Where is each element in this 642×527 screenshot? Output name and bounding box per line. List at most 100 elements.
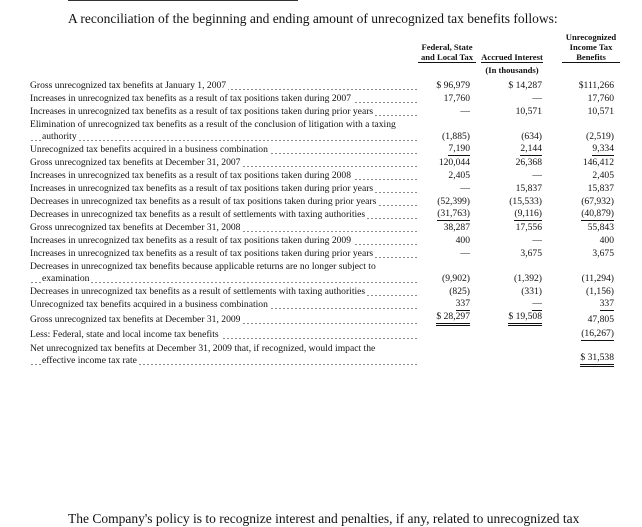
value-cell: 17,760: [548, 92, 620, 105]
cell-value: 10,571: [515, 106, 542, 117]
row-label: Decreases in unrecognized tax benefits a…: [30, 286, 368, 297]
row-label: Increases in unrecognized tax benefits a…: [30, 183, 376, 194]
value-cell: 2,405: [548, 169, 620, 182]
value-cell: —: [418, 182, 476, 195]
cell-value: $ 19,508: [508, 311, 542, 326]
value-cell: (9,902): [418, 260, 476, 285]
cell-value: —: [532, 170, 542, 181]
cell-value: (1,885): [442, 131, 470, 142]
value-cell: 120,044: [418, 156, 476, 169]
row-label-cell: Gross unrecognized tax benefits at Decem…: [30, 221, 418, 234]
cell-value: (15,533): [509, 196, 542, 207]
value-cell: 17,760: [418, 92, 476, 105]
intro-text: A reconciliation of the beginning and en…: [68, 11, 558, 26]
table-row: Increases in unrecognized tax benefits a…: [30, 182, 620, 195]
cell-value: $ 28,297: [436, 311, 470, 326]
value-cell: —: [418, 247, 476, 260]
value-cell: (67,932): [548, 195, 620, 208]
value-cell: 55,843: [548, 221, 620, 234]
table-row: Gross unrecognized tax benefits at Decem…: [30, 156, 620, 169]
value-cell: 400: [418, 234, 476, 247]
row-label: Increases in unrecognized tax benefits a…: [30, 248, 376, 259]
cell-value: (825): [449, 286, 470, 297]
cell-value: 15,837: [587, 183, 614, 194]
row-label: Unrecognized tax benefits acquired in a …: [30, 299, 270, 310]
cell-value: (331): [521, 286, 542, 297]
column-header: Unrecognized Income Tax Benefits: [562, 32, 620, 63]
value-cell: —: [476, 92, 548, 105]
cell-value: 400: [455, 235, 470, 246]
value-cell: —: [476, 169, 548, 182]
row-label-cell: Decreases in unrecognized tax benefits a…: [30, 285, 418, 298]
row-label-cell: Increases in unrecognized tax benefits a…: [30, 169, 418, 182]
cell-value: $ 31,538: [580, 352, 614, 367]
row-label-cell: Increases in unrecognized tax benefits a…: [30, 247, 418, 260]
cell-value: 3,675: [592, 248, 614, 259]
value-cell: 47,805: [548, 311, 620, 326]
value-cell: —: [476, 298, 548, 311]
value-cell: 17,556: [476, 221, 548, 234]
cell-value: 146,412: [582, 157, 614, 168]
row-label: Less: Federal, state and local income ta…: [30, 329, 221, 340]
row-label: Increases in unrecognized tax benefits a…: [30, 106, 376, 117]
value-cell: $ 19,508: [476, 311, 548, 326]
table-row: Net unrecognized tax benefits at Decembe…: [30, 341, 620, 367]
row-label-cell: Unrecognized tax benefits acquired in a …: [30, 143, 418, 156]
cell-value: —: [532, 93, 542, 104]
table-row: Increases in unrecognized tax benefits a…: [30, 247, 620, 260]
row-label: Increases in unrecognized tax benefits a…: [30, 235, 354, 246]
row-label: Gross unrecognized tax benefits at Decem…: [30, 222, 243, 233]
footer-text: The Company's policy is to recognize int…: [68, 511, 580, 526]
cell-value: 47,805: [587, 314, 614, 325]
row-label: Gross unrecognized tax benefits at Decem…: [30, 314, 243, 325]
table-row: Increases in unrecognized tax benefits a…: [30, 169, 620, 182]
value-cell: 9,334: [548, 143, 620, 156]
row-label-cell: Gross unrecognized tax benefits at Decem…: [30, 156, 418, 169]
cell-value: 26,368: [515, 157, 542, 168]
row-label-cell: Increases in unrecognized tax benefits a…: [30, 105, 418, 118]
cell-value: 15,837: [515, 183, 542, 194]
value-cell: 10,571: [548, 105, 620, 118]
row-label-cell: Gross unrecognized tax benefits at Decem…: [30, 311, 418, 326]
table-row: Gross unrecognized tax benefits at Janua…: [30, 79, 620, 92]
cell-value: $ 14,287: [508, 80, 542, 91]
table-row: Decreases in unrecognized tax benefits a…: [30, 285, 620, 298]
cell-value: 2,405: [448, 170, 470, 181]
table-row: Less: Federal, state and local income ta…: [30, 326, 620, 341]
cell-value: (634): [521, 131, 542, 142]
row-label-cell: Elimination of unrecognized tax benefits…: [30, 118, 418, 143]
row-label-cell: Decreases in unrecognized tax benefits a…: [30, 208, 418, 221]
row-label: Net unrecognized tax benefits at Decembe…: [30, 343, 376, 366]
cell-value: —: [532, 298, 542, 311]
cell-value: (11,294): [581, 273, 614, 284]
row-label: Unrecognized tax benefits acquired in a …: [30, 144, 270, 155]
value-cell: [418, 326, 476, 341]
value-cell: 3,675: [548, 247, 620, 260]
cell-value: 400: [599, 235, 614, 246]
row-label: Gross unrecognized tax benefits at Decem…: [30, 157, 243, 168]
value-cell: (331): [476, 285, 548, 298]
unit-label: (In thousands): [485, 65, 539, 75]
value-cell: (1,392): [476, 260, 548, 285]
cell-value: 337: [599, 298, 614, 311]
row-label-cell: Decreases in unrecognized tax benefits b…: [30, 260, 418, 285]
value-cell: 2,144: [476, 143, 548, 156]
value-cell: 26,368: [476, 156, 548, 169]
value-cell: (52,399): [418, 195, 476, 208]
value-cell: 337: [548, 298, 620, 311]
table-row: Unrecognized tax benefits acquired in a …: [30, 143, 620, 156]
cell-value: 120,044: [438, 157, 470, 168]
table-row: Unrecognized tax benefits acquired in a …: [30, 298, 620, 311]
table-row: Increases in unrecognized tax benefits a…: [30, 234, 620, 247]
value-cell: 3,675: [476, 247, 548, 260]
row-label-cell: Net unrecognized tax benefits at Decembe…: [30, 341, 418, 367]
value-cell: (31,763): [418, 208, 476, 221]
row-label-cell: Increases in unrecognized tax benefits a…: [30, 234, 418, 247]
value-cell: $ 28,297: [418, 311, 476, 326]
cell-value: 9,334: [592, 143, 614, 156]
table-row: Increases in unrecognized tax benefits a…: [30, 105, 620, 118]
cell-value: (9,902): [442, 273, 470, 284]
row-label-cell: Unrecognized tax benefits acquired in a …: [30, 298, 418, 311]
value-cell: 2,405: [418, 169, 476, 182]
column-header: Accrued Interest: [481, 52, 543, 63]
